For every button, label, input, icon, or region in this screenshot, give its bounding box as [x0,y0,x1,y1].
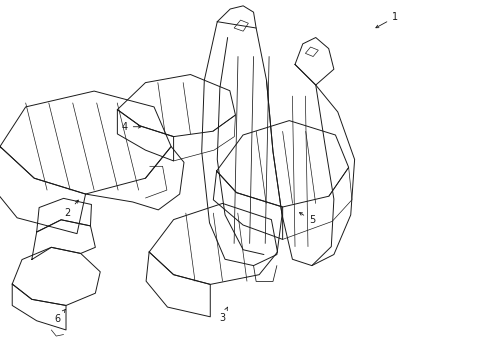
Text: 3: 3 [219,307,227,323]
Text: 6: 6 [55,309,65,324]
Text: 2: 2 [64,200,78,218]
Text: 4: 4 [122,122,141,132]
Text: 1: 1 [375,12,397,28]
Text: 5: 5 [299,212,314,225]
